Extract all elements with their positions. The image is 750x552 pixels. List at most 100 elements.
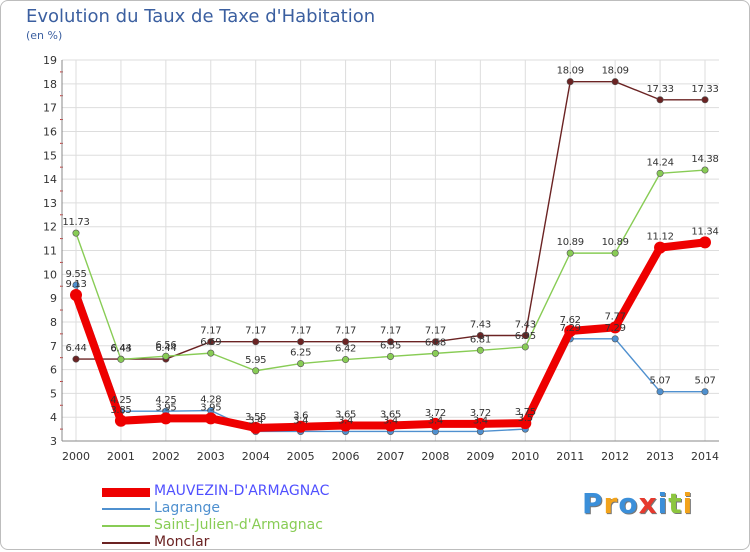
x-tick-label: 2003 (197, 450, 225, 463)
y-tick-label: 14 (43, 173, 57, 186)
chart-unit-label: (en %) (26, 29, 63, 42)
data-point (297, 338, 305, 346)
y-tick-label: 4 (50, 411, 57, 424)
data-label: 5.07 (694, 376, 715, 387)
data-point (429, 417, 442, 430)
y-tick-label: 12 (43, 221, 57, 234)
data-label: 3.85 (110, 405, 131, 416)
data-point (656, 96, 664, 104)
data-point (207, 338, 215, 346)
data-label: 9.55 (65, 269, 86, 280)
data-label: 6.55 (380, 340, 401, 351)
logo-letter: r (603, 487, 619, 520)
data-point (72, 229, 80, 237)
data-label: 3.4 (248, 415, 263, 426)
data-point (342, 356, 350, 364)
data-label: 3.65 (380, 410, 401, 421)
data-point (252, 367, 260, 375)
x-tick-label: 2009 (466, 450, 494, 463)
data-label: 3.6 (293, 411, 308, 422)
data-point (339, 419, 352, 432)
x-tick-label: 2006 (332, 450, 360, 463)
x-tick-label: 2008 (421, 450, 449, 463)
data-label: 3.95 (155, 402, 176, 413)
logo-letter: o (618, 487, 639, 520)
data-label: 9.13 (65, 279, 86, 290)
legend-swatch (102, 525, 150, 527)
x-tick-label: 2013 (646, 450, 674, 463)
data-point (609, 321, 622, 334)
proxiti-logo: Proxiti (582, 487, 693, 520)
data-point (701, 96, 709, 104)
x-tick-label: 2012 (601, 450, 629, 463)
data-label: 18.09 (602, 66, 629, 77)
y-tick-label: 19 (43, 54, 57, 67)
data-point (521, 332, 529, 340)
y-tick-label: 3 (50, 435, 57, 448)
data-point (701, 388, 709, 396)
data-label: 10.89 (557, 237, 584, 248)
data-point (297, 360, 305, 368)
data-label: 6.68 (425, 337, 446, 348)
data-label: 6.44 (65, 343, 86, 354)
data-point (249, 421, 262, 434)
y-tick-label: 17 (43, 102, 57, 115)
data-label: 6.44 (155, 343, 176, 354)
data-label: 7.29 (605, 323, 626, 334)
x-tick-label: 2007 (377, 450, 405, 463)
logo-letter: x (638, 487, 658, 520)
data-label: 7.17 (380, 326, 401, 337)
data-label: 3.4 (338, 415, 353, 426)
data-label: 7.17 (290, 326, 311, 337)
data-label: 3.65 (335, 410, 356, 421)
logo-letter: P (582, 487, 604, 520)
data-label: 7.77 (605, 311, 626, 322)
data-point (654, 241, 667, 254)
data-label: 4.25 (110, 395, 131, 406)
data-point (386, 352, 394, 360)
y-tick-label: 5 (50, 387, 57, 400)
logo-letter: t (668, 487, 683, 520)
data-label: 6.56 (155, 340, 176, 351)
logo-letter: i (657, 487, 669, 520)
data-label: 4.25 (155, 395, 176, 406)
x-tick-label: 2001 (107, 450, 135, 463)
data-label: 17.33 (691, 84, 718, 95)
data-label: 5.95 (245, 355, 266, 366)
legend-label: Lagrange (154, 500, 220, 516)
data-label: 7.29 (560, 323, 581, 334)
data-label: 4.28 (200, 395, 221, 406)
legend-swatch (102, 542, 150, 544)
data-point (431, 338, 439, 346)
data-point (162, 352, 170, 360)
data-label: 6.44 (110, 343, 131, 354)
data-point (611, 78, 619, 86)
data-label: 7.17 (425, 326, 446, 337)
data-label: 10.89 (602, 237, 629, 248)
data-point (611, 249, 619, 257)
data-label: 11.34 (691, 226, 718, 237)
data-label: 3.4 (383, 415, 398, 426)
logo-letter: i (682, 487, 694, 520)
x-tick-label: 2011 (556, 450, 584, 463)
data-point (566, 78, 574, 86)
data-label: 3.4 (293, 415, 308, 426)
data-point (70, 289, 82, 302)
data-label: 14.24 (647, 157, 674, 168)
data-point (252, 338, 260, 346)
y-tick-label: 11 (43, 245, 57, 258)
data-point (656, 169, 664, 177)
x-tick-label: 2000 (62, 450, 90, 463)
x-tick-label: 2005 (287, 450, 315, 463)
data-point (474, 417, 487, 430)
data-label: 17.33 (647, 84, 674, 95)
data-point (476, 346, 484, 354)
data-point (384, 419, 397, 432)
data-label: 7.17 (200, 326, 221, 337)
data-label: 6.69 (200, 337, 221, 348)
data-label: 3.4 (473, 415, 488, 426)
data-label: 3.95 (200, 402, 221, 413)
x-tick-label: 2010 (511, 450, 539, 463)
data-point (701, 166, 709, 174)
